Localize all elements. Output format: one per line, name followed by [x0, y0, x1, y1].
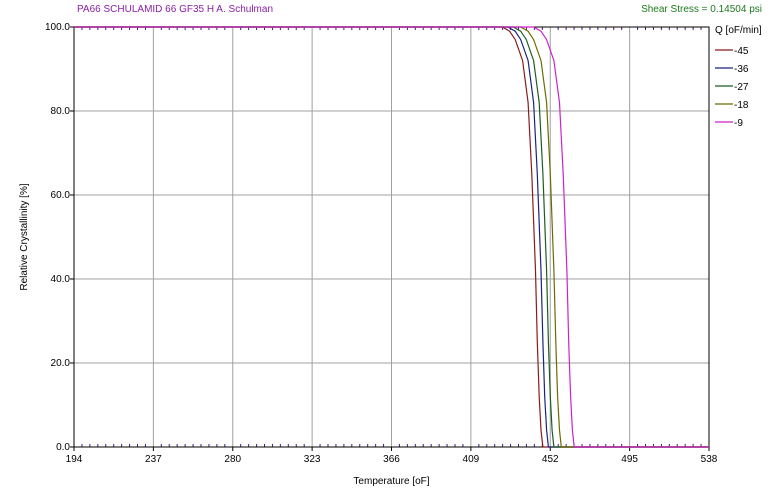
legend-label--18: -18 [734, 100, 749, 111]
series-line--9 [74, 26, 709, 448]
y-tick-label: 80.0 [51, 106, 71, 117]
x-tick-label: 538 [701, 454, 718, 465]
series-line--45 [74, 26, 709, 448]
y-tick-label: 20.0 [51, 358, 71, 369]
legend-label--27: -27 [734, 82, 749, 93]
y-tick-label: 100.0 [45, 22, 70, 33]
x-tick-label: 323 [304, 454, 321, 465]
y-tick-label: 0.0 [56, 442, 70, 453]
x-tick-label: 409 [463, 454, 480, 465]
shear-stress-label: Shear Stress = 0.14504 psi [641, 4, 762, 15]
series-line--27 [74, 26, 709, 448]
x-tick-label: 280 [224, 454, 241, 465]
legend-label--45: -45 [734, 46, 749, 57]
x-axis-label: Temperature [oF] [353, 476, 429, 487]
x-tick-label: 194 [66, 454, 83, 465]
x-tick-label: 452 [542, 454, 559, 465]
y-tick-label: 40.0 [51, 274, 71, 285]
series-line--36 [74, 26, 709, 448]
y-axis-label: Relative Crystallinity [%] [19, 183, 30, 290]
legend-title: Q [oF/min] [715, 25, 762, 36]
series-line--18 [74, 26, 709, 448]
material-title: PA66 SCHULAMID 66 GF35 H A. Schulman [77, 4, 274, 15]
x-tick-label: 366 [383, 454, 400, 465]
x-tick-label: 495 [621, 454, 638, 465]
legend-label--36: -36 [734, 64, 749, 75]
x-tick-label: 237 [145, 454, 162, 465]
legend-label--9: -9 [734, 118, 743, 129]
y-tick-label: 60.0 [51, 190, 71, 201]
